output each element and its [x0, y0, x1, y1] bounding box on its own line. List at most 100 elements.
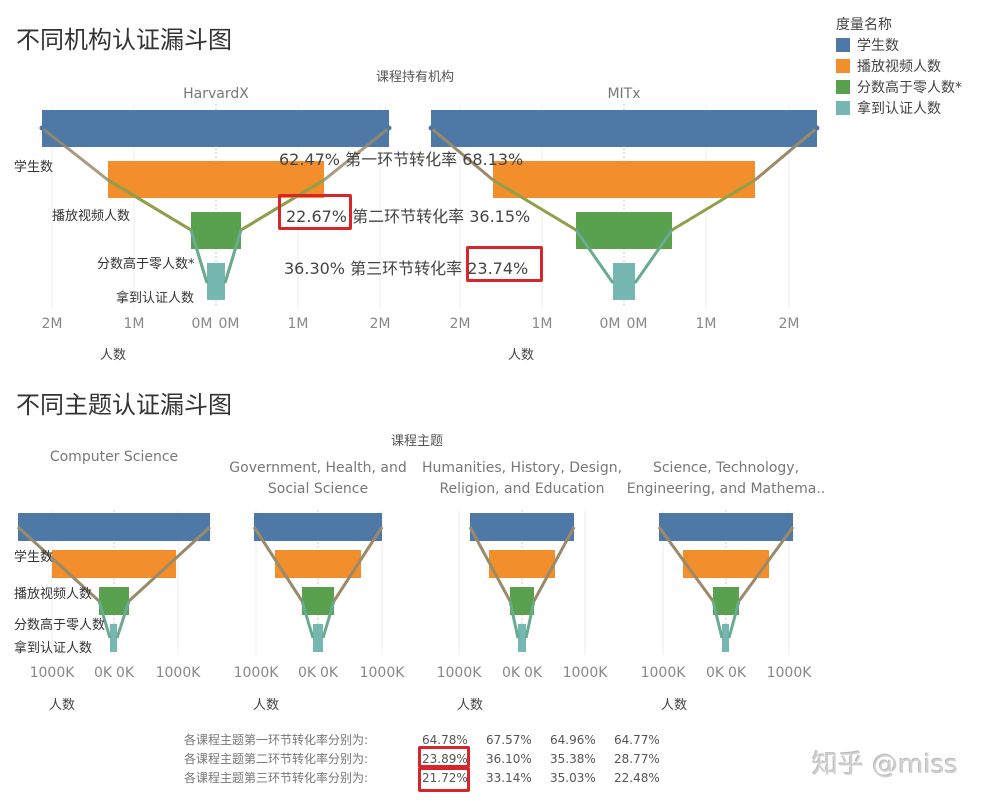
- row-label-played-video: 播放视频人数: [52, 209, 131, 224]
- summary-value: 35.38%: [550, 751, 596, 766]
- row-label-played-video: 播放视频人数: [14, 587, 93, 602]
- section2-column-header: 课程主题: [391, 434, 444, 449]
- legend-item-played-video[interactable]: 播放视频人数: [836, 55, 962, 76]
- x-axis-label: 人数: [253, 698, 280, 713]
- summary-value: 36.10%: [486, 751, 532, 766]
- x-tick: 0M: [218, 316, 240, 332]
- x-tick: 1000K: [640, 665, 686, 681]
- summary-value: 64.78%: [422, 732, 468, 747]
- x-axis-label-mitx: 人数: [508, 348, 535, 363]
- row-label-certified: 拿到认证人数: [14, 641, 93, 656]
- rate-first-mit: 68.13%: [462, 150, 524, 169]
- rate-second-label: 第二环节转化率: [352, 207, 465, 226]
- x-tick: 1000K: [155, 665, 201, 681]
- x-tick: 0K: [705, 665, 725, 681]
- facet-computer-science: Computer Science: [50, 449, 178, 468]
- x-axis-label-harvardx: 人数: [100, 348, 127, 363]
- legend-label: 学生数: [857, 37, 899, 54]
- rate-second-harvard: 22.67%: [286, 207, 348, 226]
- summary-value: 35.03%: [550, 770, 596, 785]
- legend-swatch: [836, 37, 850, 52]
- section1-column-header: 课程持有机构: [376, 70, 455, 85]
- row-label-grade-above-zero: 分数高于零人数*: [97, 257, 195, 272]
- rate-row-first: 62.47% 第一环节转化率 68.13%: [279, 146, 523, 170]
- x-tick: 2M: [369, 316, 391, 332]
- x-tick: 0K: [115, 665, 135, 681]
- legend-label: 拿到认证人数: [857, 100, 941, 117]
- rate-row-third: 36.30% 第三环节转化率 23.74%: [284, 255, 528, 279]
- summary-value: 67.57%: [486, 732, 532, 747]
- x-axis-label: 人数: [457, 698, 484, 713]
- facet-line1: Science, Technology,: [652, 460, 800, 476]
- rate-third-harvard: 36.30%: [284, 259, 346, 278]
- rate-row-second: 22.67% 第二环节转化率 36.15%: [286, 203, 530, 227]
- x-tick: 1000K: [359, 665, 405, 681]
- facet-line2: Social Science: [267, 481, 369, 497]
- x-axis-label: 人数: [661, 698, 688, 713]
- x-tick: 1000K: [562, 665, 608, 681]
- highlight-box-mit-third: [466, 246, 543, 282]
- x-tick: 1000K: [436, 665, 482, 681]
- legend-swatch: [836, 100, 850, 115]
- x-tick: 0K: [319, 665, 339, 681]
- legend-label: 播放视频人数: [857, 58, 941, 75]
- summary-value: 23.89%: [422, 751, 468, 766]
- x-tick: 1000K: [29, 665, 75, 681]
- facet-line1: Humanities, History, Design,: [421, 460, 623, 476]
- legend-title: 度量名称: [836, 17, 892, 33]
- rate-second-mit: 36.15%: [469, 207, 531, 226]
- x-tick: 0K: [297, 665, 317, 681]
- rate-third-label: 第三环节转化率: [350, 259, 463, 278]
- facet-line2: Computer Science: [49, 449, 179, 465]
- x-tick: 2M: [449, 316, 471, 332]
- summary-row: 各课程主题第二环节转化率分别为: 23.89% 36.10% 35.38% 28…: [184, 749, 678, 768]
- rate-first-harvard: 62.47%: [279, 150, 341, 169]
- summary-value: 28.77%: [614, 751, 660, 766]
- summary-row-label: 各课程主题第一环节转化率分别为:: [184, 733, 369, 747]
- legend-item-grade-above-zero[interactable]: 分数高于零人数*: [836, 76, 962, 97]
- summary-value: 64.96%: [550, 732, 596, 747]
- section2-title: 不同主题认证漏斗图: [16, 391, 232, 419]
- x-tick: 0K: [523, 665, 543, 681]
- summary-row: 各课程主题第三环节转化率分别为: 21.72% 33.14% 35.03% 22…: [184, 768, 678, 787]
- x-tick: 0K: [501, 665, 521, 681]
- mitx-funnel: [428, 110, 820, 300]
- summary-value: 22.48%: [614, 770, 660, 785]
- facet-line2: Religion, and Education: [439, 481, 605, 497]
- cs-funnel: [16, 513, 212, 652]
- x-tick: 0K: [93, 665, 113, 681]
- x-tick: 0M: [191, 316, 213, 332]
- legend-label: 分数高于零人数*: [857, 79, 962, 96]
- row-label-students: 学生数: [14, 550, 54, 565]
- summary-row-label: 各课程主题第三环节转化率分别为:: [184, 771, 369, 785]
- x-tick: 2M: [41, 316, 63, 332]
- row-label-students: 学生数: [14, 160, 54, 175]
- x-tick: 1000K: [233, 665, 279, 681]
- rate-first-label: 第一环节转化率: [345, 150, 458, 169]
- row-label-grade-above-zero: 分数高于零人数: [14, 618, 106, 633]
- x-tick: 0K: [727, 665, 747, 681]
- summary-value: 21.72%: [422, 770, 468, 785]
- x-tick: 1M: [531, 316, 553, 332]
- facet-line1: Government, Health, and: [229, 460, 407, 476]
- facet-humanities: Humanities, History, Design, Religion, a…: [422, 458, 622, 500]
- watermark: 知乎 @miss: [812, 750, 958, 780]
- stem-funnel: [657, 513, 795, 652]
- facet-stem: Science, Technology, Engineering, and Ma…: [627, 458, 825, 500]
- summary-value: 64.77%: [614, 732, 660, 747]
- x-tick: 0M: [599, 316, 621, 332]
- highlight-box-cs-second: [418, 746, 470, 768]
- legend-item-certified[interactable]: 拿到认证人数: [836, 97, 962, 118]
- legend: 度量名称 学生数 播放视频人数 分数高于零人数* 拿到认证人数: [836, 14, 962, 118]
- legend-swatch: [836, 58, 850, 73]
- legend-swatch: [836, 79, 850, 94]
- gov-funnel: [252, 513, 384, 652]
- legend-item-students[interactable]: 学生数: [836, 34, 962, 55]
- row-label-certified: 拿到认证人数: [116, 291, 195, 306]
- facet-mitx: MITx: [607, 86, 641, 102]
- summary-row-label: 各课程主题第二环节转化率分别为:: [184, 752, 369, 766]
- x-axis-label: 人数: [49, 698, 76, 713]
- x-tick: 2M: [778, 316, 800, 332]
- humanities-funnel: [468, 513, 576, 652]
